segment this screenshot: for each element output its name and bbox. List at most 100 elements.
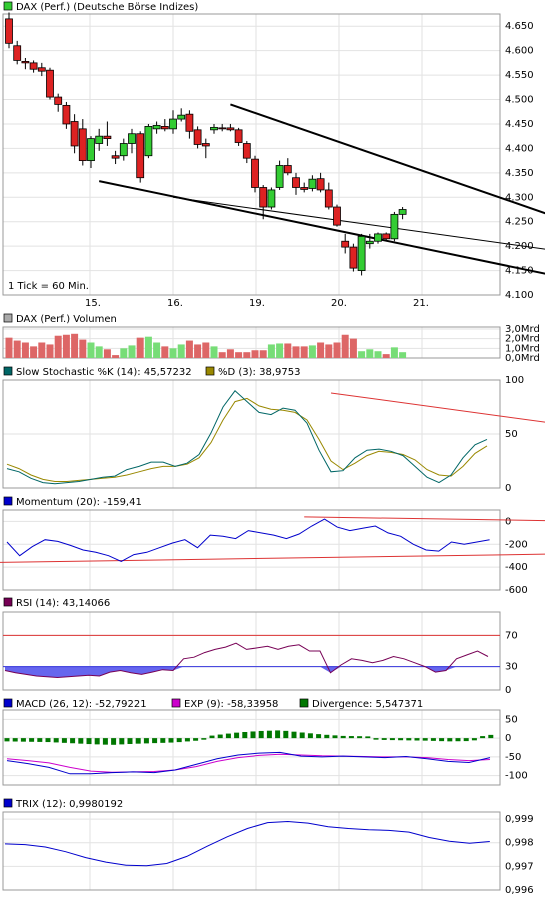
candle-body-9	[78, 128, 87, 162]
volume-bar-30	[251, 350, 259, 358]
volume-bar-21	[177, 344, 185, 358]
macd-divergence-bar-32	[266, 730, 272, 739]
rsi-y-tick-1: 30	[505, 662, 518, 673]
momentum-y-tick-3: -600	[505, 585, 528, 596]
volume-bar-9	[79, 339, 87, 358]
volume-bar-18	[153, 342, 161, 358]
volume-bar-8	[71, 333, 79, 358]
volume-bar-23	[194, 344, 202, 358]
volume-bar-41	[341, 334, 349, 358]
price-y-tick-1: 4.150	[505, 266, 534, 277]
macd-divergence-bar-30	[250, 731, 256, 739]
candle-body-35	[292, 177, 300, 188]
momentum-panel-frame	[2, 509, 501, 591]
price-trendline-1	[230, 103, 545, 215]
volume-bar-42	[349, 338, 357, 358]
macd-y-tick-0: 50	[505, 714, 518, 725]
volume-y-tick-0: 3,0Mrd	[505, 324, 540, 335]
stoch-d-line	[6, 397, 488, 482]
candle-body-26	[218, 127, 227, 130]
volume-bar-26	[218, 352, 226, 358]
volume-bar-1	[13, 340, 21, 358]
volume-bar-6	[54, 335, 62, 358]
macd-divergence-bar-34	[283, 730, 289, 739]
macd-divergence-bar-18	[152, 738, 158, 744]
rsi-oversold-fill	[5, 666, 488, 678]
macd-divergence-bar-58	[480, 736, 486, 739]
macd-divergence-bar-31	[258, 730, 264, 739]
candle-body-4	[37, 67, 46, 72]
volume-bar-34	[284, 343, 292, 358]
volume-bar-25	[210, 346, 218, 358]
macd-divergence-bar-25	[209, 735, 215, 739]
macd-divergence-bar-24	[201, 738, 207, 740]
candle-body-31	[259, 187, 268, 208]
candle-body-15	[128, 133, 136, 144]
volume-bar-37	[308, 345, 316, 358]
volume-bar-17	[144, 336, 152, 358]
momentum-trendline-1	[0, 553, 545, 563]
trix-line	[4, 820, 490, 867]
volume-bar-4	[38, 342, 46, 358]
candle-body-13	[111, 155, 120, 159]
macd-divergence-bar-10	[86, 738, 92, 745]
momentum-y-tick-0: 0	[505, 516, 511, 527]
volume-bar-5	[46, 344, 54, 358]
trix-y-tick-2: 0,997	[505, 861, 534, 872]
macd-y-tick-1: 0	[505, 733, 511, 744]
macd-exp-legend-swatch	[171, 698, 181, 708]
price-legend-text: DAX (Perf.) (Deutsche Börse Indizes)	[16, 2, 198, 13]
volume-bar-32	[267, 344, 275, 358]
price-x-tick-0: 15.	[85, 298, 101, 309]
candle-body-33	[275, 165, 284, 188]
macd-divergence-bar-4	[37, 738, 43, 742]
candle-body-24	[201, 143, 210, 147]
price-x-tick-1: 16.	[167, 298, 183, 309]
volume-bar-36	[300, 346, 308, 358]
volume-bar-28	[235, 352, 243, 358]
volume-bar-44	[366, 349, 374, 358]
macd-divergence-bar-0	[4, 738, 10, 742]
trix-y-tick-1: 0,998	[505, 838, 534, 849]
macd-panel-frame	[2, 709, 501, 786]
macd-divergence-bar-21	[176, 738, 182, 743]
macd-legend-swatch	[3, 698, 13, 708]
volume-bar-7	[62, 334, 70, 358]
trix-y-tick-0: 0,999	[505, 814, 534, 825]
volume-bar-0	[5, 337, 13, 358]
volume-bar-45	[374, 351, 382, 358]
volume-bar-31	[259, 350, 267, 358]
macd-divergence-bar-51	[422, 738, 428, 741]
volume-bar-24	[202, 342, 210, 358]
candle-body-37	[308, 178, 317, 189]
volume-bar-39	[325, 344, 333, 358]
candle-body-22	[185, 113, 194, 132]
volume-bar-22	[185, 340, 193, 358]
macd-divergence-bar-37	[307, 733, 313, 739]
momentum-legend-swatch	[3, 496, 13, 506]
macd-divergence-bar-42	[348, 736, 354, 739]
macd-divergence-bar-56	[463, 738, 469, 742]
volume-bar-33	[276, 343, 284, 358]
macd-divergence-bar-11	[94, 738, 100, 745]
candle-body-27	[226, 127, 235, 131]
macd-divergence-bar-16	[135, 738, 141, 744]
macd-divergence-bar-48	[398, 738, 404, 741]
macd-legend-text: MACD (26, 12): -52,79221	[16, 699, 147, 710]
stoch-y-tick-2: 100	[505, 375, 524, 386]
macd-y-tick-3: -100	[505, 771, 528, 782]
volume-y-tick-2: 1,0Mrd	[505, 343, 540, 354]
price-y-tick-5: 4.350	[505, 168, 534, 179]
candle-body-21	[177, 114, 186, 120]
price-panel-frame	[2, 13, 501, 296]
macd-divergence-bar-36	[299, 732, 305, 739]
macd-divergence-bar-39	[324, 734, 330, 739]
volume-y-tick-1: 2,0Mrd	[505, 334, 540, 345]
macd-divergence-bar-19	[160, 738, 166, 743]
macd-divergence-bar-14	[119, 738, 125, 745]
candle-body-17	[144, 126, 153, 157]
price-y-tick-8: 4.500	[505, 95, 534, 106]
candle-body-11	[95, 135, 104, 144]
price-y-tick-3: 4.250	[505, 217, 534, 228]
